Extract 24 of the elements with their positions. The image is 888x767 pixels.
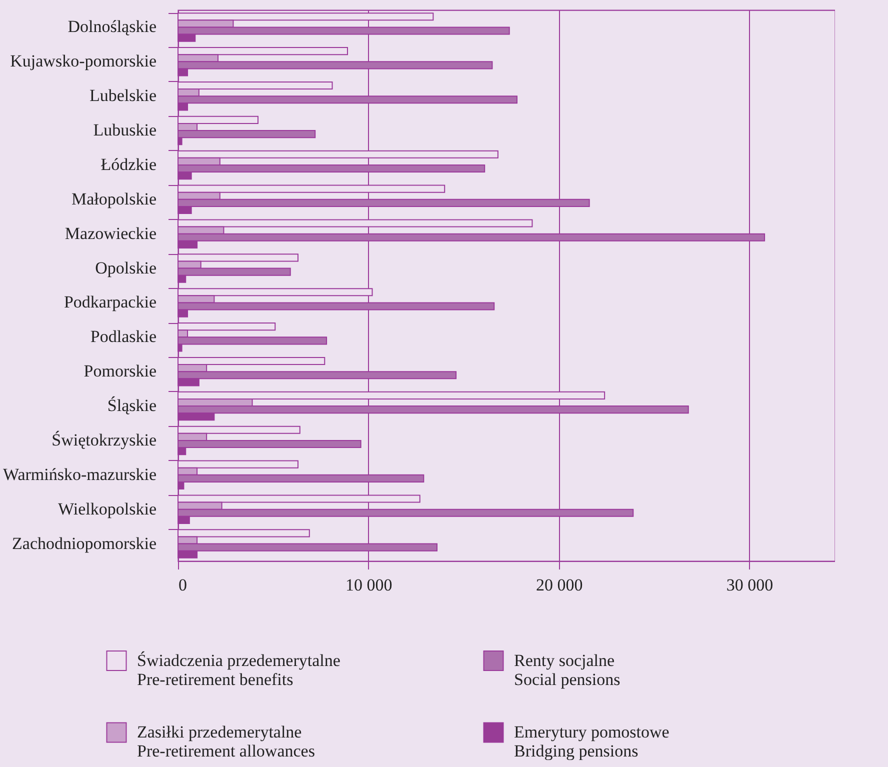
legend-label: Świadczenia przedemerytalne Pre-retirement benefits (137, 650, 340, 689)
y-tick-label: Świętokrzyskie (52, 430, 156, 450)
y-tick-label: Pomorskie (84, 362, 156, 381)
y-tick-label: Kujawsko-pomorskie (10, 52, 156, 71)
legend-label: Renty socjalne Social pensions (514, 650, 620, 689)
y-tick-label: Lubuskie (93, 120, 156, 140)
y-tick-label: Mazowieckie (64, 224, 156, 243)
y-tick-label: Warmińsko-mazurskie (3, 464, 156, 484)
y-tick-label: Łódzkie (100, 154, 156, 174)
x-tick-label: 30 000 (726, 576, 774, 594)
x-tick-label: 20 000 (536, 576, 583, 594)
y-tick-label: Podlaskie (90, 327, 156, 346)
y-tick-label: Podkarpackie (64, 292, 156, 312)
y-tick-label: Śląskie (107, 396, 156, 416)
y-tick-label: Małopolskie (72, 189, 156, 208)
y-tick-label: Wielkopolskie (58, 499, 156, 518)
y-tick-label: Lubelskie (89, 86, 156, 106)
x-tick-label: 10 000 (346, 576, 392, 594)
y-tick-label: Opolskie (95, 258, 156, 278)
legend-label: Emerytury pomostowe Bridging pensions (514, 722, 670, 760)
y-tick-label: Zachodniopomorskie (12, 534, 156, 553)
x-tick-label: 0 (178, 576, 187, 594)
y-tick-label: Dolnośląskie (68, 17, 156, 36)
legend-label: Zasiłki przedemerytalne Pre-retirement allowances (137, 722, 315, 760)
